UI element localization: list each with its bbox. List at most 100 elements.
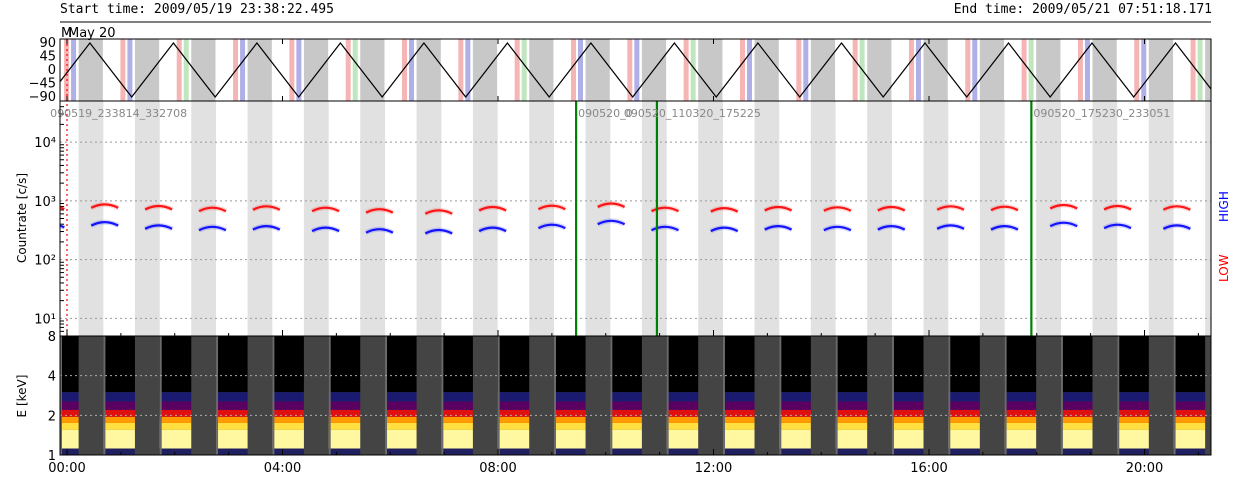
attitude-stripe	[120, 39, 126, 101]
spectrogram-band	[779, 448, 811, 455]
countrate-high-segment	[311, 226, 340, 233]
spectrogram-band	[272, 336, 304, 393]
spectrogram-band	[159, 422, 192, 430]
spectrogram-band	[779, 416, 811, 423]
spectrogram-band	[610, 392, 642, 402]
countrate-low-errorband	[709, 205, 739, 214]
countrate-low-segment	[1162, 205, 1191, 211]
attitude-shade	[923, 39, 948, 101]
spectrogram-band	[666, 416, 699, 423]
spectrogram-band	[891, 392, 924, 402]
spectrogram-edge	[891, 336, 894, 455]
countrate-low-segment	[144, 204, 173, 211]
countrate-low-segment	[877, 205, 906, 212]
gap-band	[247, 101, 273, 336]
spectrogram-band	[610, 429, 642, 449]
spectrogram-band	[328, 416, 361, 423]
spectrogram-band	[722, 336, 755, 393]
spectrogram-band	[1117, 336, 1149, 393]
spectrogram-edge	[1173, 336, 1176, 455]
attitude-stripe	[176, 39, 182, 101]
spectrogram-band	[666, 392, 699, 402]
spectrogram-band	[216, 401, 248, 410]
spectrogram-edge	[1004, 336, 1007, 455]
countrate-low-segment	[537, 204, 566, 211]
countrate-high-segment	[198, 225, 227, 232]
attitude-stripe	[240, 39, 246, 101]
spectrogram-band	[1173, 448, 1206, 455]
spectrogram-band	[385, 401, 417, 410]
spectrogram-band	[779, 429, 811, 449]
spectrogram-band	[159, 401, 192, 410]
attitude-stripe	[796, 39, 802, 101]
spectrogram-tick-label: 2	[48, 409, 56, 424]
spectrogram-band	[1117, 392, 1149, 402]
spectrogram-band	[554, 392, 586, 402]
spectrogram-edge	[1117, 336, 1120, 455]
spectrogram-band	[497, 409, 530, 417]
spectrogram-band	[1004, 422, 1037, 430]
spectrogram-band	[272, 422, 304, 430]
spectrogram-band	[497, 336, 530, 393]
spectrogram-band	[554, 416, 586, 423]
attitude-stripe	[1134, 39, 1140, 101]
countrate-high-segment	[60, 224, 65, 229]
attitude-stripe	[514, 39, 520, 101]
gap-shading-layer	[78, 101, 1211, 336]
spectrogram-band	[1173, 409, 1206, 417]
spectrogram-edge	[779, 336, 782, 455]
spectrogram-band	[1004, 336, 1037, 393]
spectrogram-band	[948, 429, 980, 449]
countrate-low-errorband	[935, 203, 966, 213]
high-channel-label: HIGH	[1217, 191, 1231, 222]
attitude-stripe	[1141, 39, 1147, 101]
countrate-low-segment	[710, 207, 739, 213]
spectrogram-band	[328, 392, 361, 402]
countrate-low-errorband	[763, 204, 793, 213]
gap-band	[78, 101, 104, 336]
spectrogram-edge	[441, 336, 444, 455]
attitude-stripe	[571, 39, 577, 101]
spectrogram-band	[1173, 429, 1206, 449]
countrate-high-errorband	[989, 223, 1020, 232]
spectrogram-edge	[948, 336, 951, 455]
spectrogram-band	[1173, 401, 1206, 410]
spectrogram-edge	[159, 336, 162, 455]
gap-band	[867, 101, 892, 336]
spectrogram-band	[441, 422, 473, 430]
segment-label: 090520_110320_175225	[624, 107, 761, 120]
spectrogram-edge	[1060, 336, 1063, 455]
countrate-low-errorband	[537, 203, 567, 212]
spectrogram-band	[948, 401, 980, 410]
attitude-shade	[472, 39, 498, 101]
countrate-panel: 10⁴ 10³ 10² 10¹ 090519_233814_332708 090520_0…	[15, 39, 1231, 337]
spectrogram-band	[497, 392, 530, 402]
spectrogram-band	[441, 429, 473, 449]
attitude-tick-label: 45	[39, 50, 56, 65]
attitude-tick-label: −45	[29, 77, 56, 92]
spectrogram-axis-label: E [keV]	[15, 375, 29, 418]
attitude-tick-label: 0	[48, 63, 56, 78]
spectrogram-panel: 8 4 2 1 E [keV]	[15, 330, 1211, 464]
spectrogram-band	[159, 429, 192, 449]
countrate-low-segment	[1049, 203, 1078, 210]
spectrogram-band	[1004, 392, 1037, 402]
attitude-stripe	[458, 39, 464, 101]
spectrogram-band	[835, 409, 868, 417]
spectrogram-band	[216, 416, 248, 423]
spectrogram-band	[272, 401, 304, 410]
countrate-low-errorband	[197, 205, 228, 214]
attitude-shade	[1148, 39, 1174, 101]
spectrogram-band	[328, 336, 361, 393]
countrate-high-segment	[823, 225, 852, 232]
spectrogram-band	[722, 401, 755, 410]
spectrogram-band	[328, 401, 361, 410]
panel-frame	[59, 335, 1212, 456]
spectrogram-edge	[666, 336, 669, 455]
spectrogram-band	[891, 429, 924, 449]
attitude-shade	[698, 39, 723, 101]
attitude-stripe	[402, 39, 408, 101]
countrate-tick-label: 10¹	[34, 312, 56, 327]
spectrogram-band	[272, 448, 304, 455]
gap-band	[416, 101, 442, 336]
